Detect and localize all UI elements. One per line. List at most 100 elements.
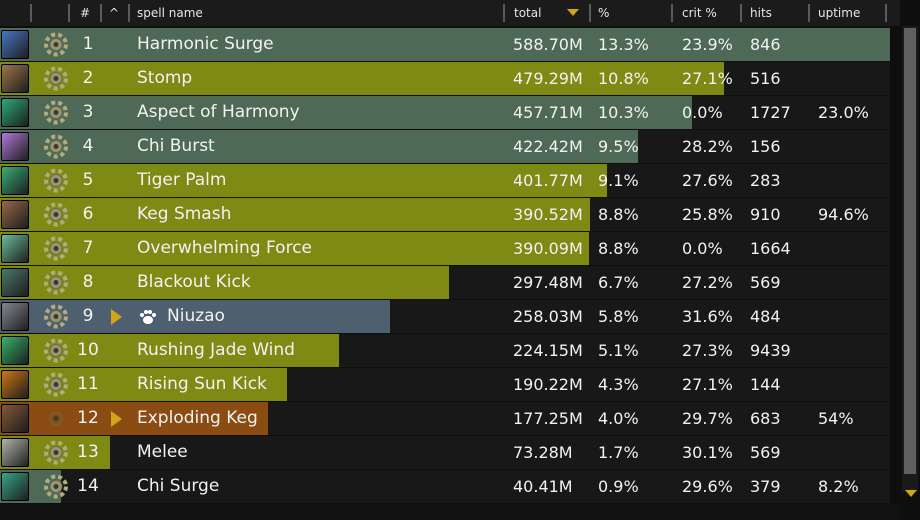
spell-name: Overwhelming Force <box>137 238 312 258</box>
damage-bar <box>0 130 638 163</box>
damage-bar <box>0 96 692 129</box>
table-row[interactable]: 11 Rising Sun Kick 190.22M 4.3% 27.1% 144 <box>0 368 890 401</box>
sort-descending-icon[interactable] <box>567 9 579 16</box>
spell-total: 457.71M <box>513 103 583 122</box>
spell-name: Aspect of Harmony <box>137 102 300 122</box>
gear-icon[interactable] <box>41 64 71 93</box>
table-row[interactable]: 2 Stomp 479.29M 10.8% 27.1% 516 <box>0 62 890 95</box>
spell-crit: 0.0% <box>682 239 723 258</box>
spell-hits: 9439 <box>750 341 791 360</box>
spell-name: Chi Surge <box>137 476 220 496</box>
table-row[interactable]: 5 Tiger Palm 401.77M 9.1% 27.6% 283 <box>0 164 890 197</box>
spell-total: 40.41M <box>513 477 573 496</box>
header-percent[interactable]: % <box>598 6 610 20</box>
spell-uptime: 23.0% <box>818 103 869 122</box>
rushing-jade-wind-icon <box>1 336 29 365</box>
table-row[interactable]: 14 Chi Surge 40.41M 0.9% 29.6% 379 8.2% <box>0 470 890 503</box>
table-row[interactable]: 7 Overwhelming Force 390.09M 8.8% 0.0% 1664 <box>0 232 890 265</box>
spell-hits: 569 <box>750 273 781 292</box>
spell-name: Rising Sun Kick <box>137 374 267 394</box>
header-separator <box>100 4 102 22</box>
table-row[interactable]: 13 Melee 73.28M 1.7% 30.1% 569 <box>0 436 890 469</box>
spell-percent: 4.0% <box>598 409 639 428</box>
gear-icon[interactable] <box>41 336 71 365</box>
spell-percent: 5.1% <box>598 341 639 360</box>
gear-icon[interactable] <box>41 404 71 433</box>
header-separator <box>128 4 130 22</box>
header-uptime[interactable]: uptime <box>818 6 861 20</box>
keg-smash-icon <box>1 200 29 229</box>
header-total[interactable]: total <box>514 6 542 20</box>
spell-hits: 569 <box>750 443 781 462</box>
gear-icon[interactable] <box>41 370 71 399</box>
gear-icon[interactable] <box>41 200 71 229</box>
spell-total: 588.70M <box>513 35 583 54</box>
spell-name: Blackout Kick <box>137 272 251 292</box>
expand-arrow-icon[interactable] <box>111 411 122 427</box>
spell-crit: 27.3% <box>682 341 733 360</box>
spell-percent: 10.8% <box>598 69 649 88</box>
spell-crit: 28.2% <box>682 137 733 156</box>
damage-bar <box>0 266 449 299</box>
spell-name: Rushing Jade Wind <box>137 340 295 360</box>
spell-name: Niuzao <box>167 306 225 326</box>
spell-crit: 27.1% <box>682 69 733 88</box>
scroll-down-arrow-icon[interactable] <box>905 490 917 497</box>
table-row[interactable]: 12 Exploding Keg 177.25M 4.0% 29.7% 683 54% <box>0 402 890 435</box>
gear-icon[interactable] <box>41 166 71 195</box>
spell-hits: 379 <box>750 477 781 496</box>
spell-hits: 1664 <box>750 239 791 258</box>
rising-sun-kick-icon <box>1 370 29 399</box>
table-row[interactable]: 9 Niuzao 258.03M 5.8% 31.6% 484 <box>0 300 890 333</box>
spell-hits: 484 <box>750 307 781 326</box>
spell-name: Chi Burst <box>137 136 215 156</box>
table-row[interactable]: 6 Keg Smash 390.52M 8.8% 25.8% 910 94.6% <box>0 198 890 231</box>
spell-hits: 683 <box>750 409 781 428</box>
chi-surge-icon <box>1 472 29 501</box>
overwhelming-force-icon <box>1 234 29 263</box>
header-index[interactable]: # <box>80 6 91 20</box>
gear-icon[interactable] <box>41 132 71 161</box>
header-hits[interactable]: hits <box>750 6 772 20</box>
row-index: 2 <box>82 68 94 88</box>
spell-hits: 846 <box>750 35 781 54</box>
damage-bar <box>0 198 590 231</box>
spell-crit: 30.1% <box>682 443 733 462</box>
spell-crit: 29.7% <box>682 409 733 428</box>
table-row[interactable]: 10 Rushing Jade Wind 224.15M 5.1% 27.3% 9439 <box>0 334 890 367</box>
gear-icon[interactable] <box>41 268 71 297</box>
damage-bar <box>0 164 607 197</box>
expand-arrow-icon[interactable] <box>111 309 122 325</box>
header-sort-toggle[interactable]: ^ <box>109 6 120 20</box>
spell-total: 422.42M <box>513 137 583 156</box>
gear-icon[interactable] <box>41 30 71 59</box>
header-separator <box>808 4 810 22</box>
spell-crit: 27.6% <box>682 171 733 190</box>
spell-name: Keg Smash <box>137 204 232 224</box>
row-index: 12 <box>77 408 99 428</box>
header-separator <box>671 4 673 22</box>
gear-icon[interactable] <box>41 472 71 501</box>
header-spell-name[interactable]: spell name <box>137 6 203 20</box>
gear-icon[interactable] <box>41 234 71 263</box>
table-row[interactable]: 4 Chi Burst 422.42M 9.5% 28.2% 156 <box>0 130 890 163</box>
table-row[interactable]: 8 Blackout Kick 297.48M 6.7% 27.2% 569 <box>0 266 890 299</box>
row-index: 13 <box>77 442 99 462</box>
spell-total: 390.09M <box>513 239 583 258</box>
window-footer <box>0 504 900 520</box>
table-row[interactable]: 3 Aspect of Harmony 457.71M 10.3% 0.0% 1727 23… <box>0 96 890 129</box>
spell-hits: 283 <box>750 171 781 190</box>
spell-percent: 9.5% <box>598 137 639 156</box>
spell-hits: 144 <box>750 375 781 394</box>
gear-icon[interactable] <box>41 438 71 467</box>
scrollbar-thumb[interactable] <box>904 28 916 474</box>
header-separator <box>30 4 32 22</box>
gear-icon[interactable] <box>41 302 71 331</box>
damage-bar <box>0 232 589 265</box>
gear-icon[interactable] <box>41 98 71 127</box>
spell-uptime: 54% <box>818 409 854 428</box>
table-row[interactable]: 1 Harmonic Surge 588.70M 13.3% 23.9% 846 <box>0 28 890 61</box>
spell-name: Tiger Palm <box>137 170 227 190</box>
header-crit[interactable]: crit % <box>682 6 717 20</box>
spell-name: Melee <box>137 442 188 462</box>
